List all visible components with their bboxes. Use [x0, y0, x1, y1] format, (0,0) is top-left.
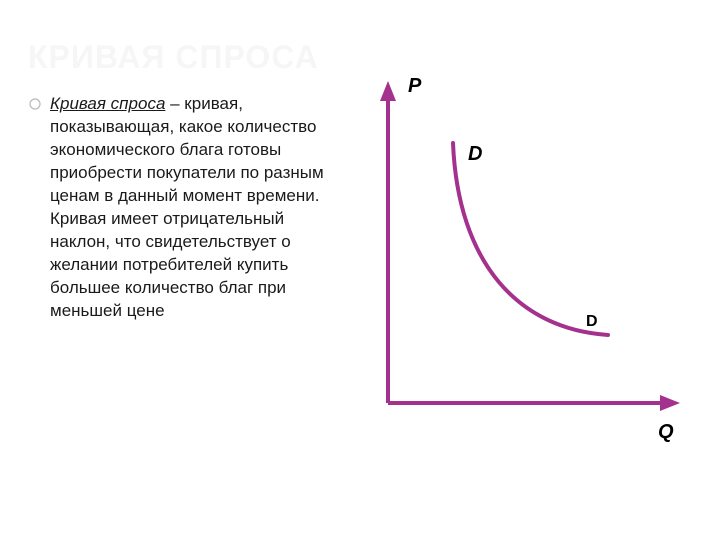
circle-bullet-icon: [28, 97, 42, 111]
curve-label-top: D: [468, 143, 482, 166]
slide: КРИВАЯ СПРОСА Кривая спроса – кривая, по…: [0, 0, 720, 540]
x-axis-arrowhead: [660, 395, 680, 411]
demand-curve-chart: [348, 73, 688, 473]
chart-column: P Q D D: [348, 93, 692, 473]
definition-term: Кривая спроса: [50, 94, 165, 113]
demand-curve: [453, 143, 608, 335]
x-axis-label: Q: [658, 421, 674, 444]
curve-label-end: D: [586, 313, 598, 331]
bullet-circle: [30, 99, 40, 109]
content-row: Кривая спроса – кривая, показывающая, ка…: [28, 93, 692, 473]
slide-title: КРИВАЯ СПРОСА: [28, 40, 692, 75]
definition-body: – кривая, показывающая, какое количество…: [50, 94, 324, 319]
bullet-item: Кривая спроса – кривая, показывающая, ка…: [28, 93, 336, 322]
text-column: Кривая спроса – кривая, показывающая, ка…: [28, 93, 348, 322]
y-axis-arrowhead: [380, 81, 396, 101]
bullet-text: Кривая спроса – кривая, показывающая, ка…: [50, 93, 336, 322]
y-axis-label: P: [408, 75, 421, 98]
